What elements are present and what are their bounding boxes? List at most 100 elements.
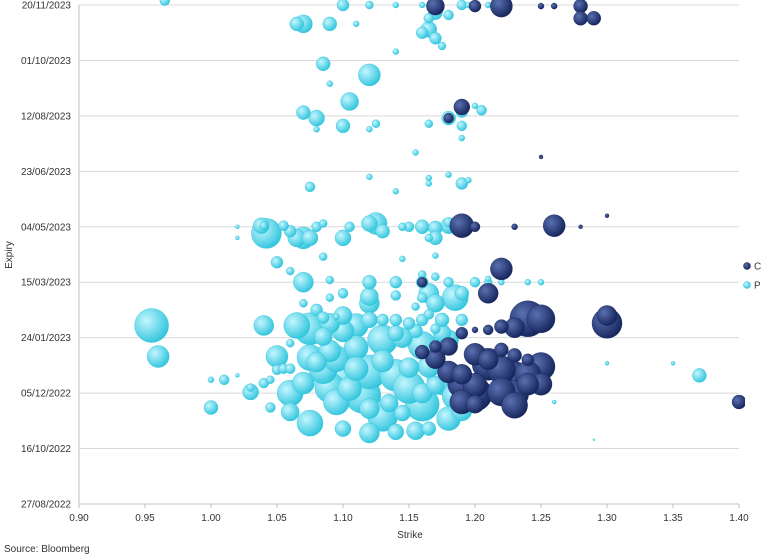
bubble-P bbox=[443, 9, 454, 21]
bubble-P bbox=[283, 312, 310, 339]
legend-label-P: P bbox=[754, 281, 761, 292]
bubble-C bbox=[551, 2, 558, 10]
bubble-P bbox=[299, 299, 308, 308]
bubble-P bbox=[134, 308, 169, 343]
bubble-P bbox=[366, 173, 373, 181]
y-tick-label: 20/11/2023 bbox=[22, 1, 72, 12]
bubble-P bbox=[392, 1, 399, 9]
bubble-C bbox=[453, 98, 470, 116]
bubble-P bbox=[159, 0, 170, 6]
bubble-P bbox=[416, 26, 429, 39]
bubble-C bbox=[469, 221, 481, 233]
bubble-C bbox=[483, 324, 494, 336]
y-axis-title: Expiry bbox=[4, 241, 15, 269]
bubble-P bbox=[392, 188, 399, 195]
bubble-P bbox=[289, 16, 304, 32]
bubble-C bbox=[507, 348, 522, 363]
bubble-P bbox=[415, 219, 430, 235]
bubble-P bbox=[322, 16, 337, 32]
bubble-P bbox=[278, 220, 289, 231]
bubble-P bbox=[301, 229, 319, 247]
bubble-P bbox=[399, 255, 406, 263]
bubble-P bbox=[293, 272, 314, 293]
x-tick-label: 1.20 bbox=[465, 513, 485, 524]
bubble-C bbox=[468, 0, 482, 13]
bubble-C bbox=[537, 2, 545, 10]
bubble-P bbox=[319, 219, 328, 228]
bubble-P bbox=[296, 409, 324, 437]
bubble-C bbox=[494, 342, 509, 358]
bubble-C bbox=[578, 224, 583, 230]
x-axis-title: Strike bbox=[397, 530, 423, 541]
bubble-P bbox=[429, 32, 442, 45]
bubble-P bbox=[203, 400, 219, 415]
y-tick-label: 27/08/2022 bbox=[21, 500, 71, 511]
bubble-C bbox=[429, 340, 442, 353]
bubble-P bbox=[426, 376, 445, 395]
bubble-P bbox=[146, 345, 170, 368]
bubble-P bbox=[344, 356, 369, 381]
bubble-P bbox=[285, 363, 296, 374]
bubble-P bbox=[498, 279, 505, 286]
bubble-P bbox=[417, 292, 428, 303]
y-tick-label: 16/10/2022 bbox=[21, 444, 71, 455]
axes: 27/08/2022 16/10/2022 05/12/2022 24/01/2023… bbox=[21, 1, 749, 525]
bubble-P bbox=[424, 119, 433, 128]
bubble-P bbox=[340, 92, 359, 111]
x-tick-label: 1.40 bbox=[729, 513, 749, 524]
bubble-C bbox=[586, 11, 601, 26]
bubble-P bbox=[402, 317, 416, 330]
bubble-C bbox=[516, 373, 539, 396]
bubble-P bbox=[456, 120, 467, 132]
x-tick-label: 1.35 bbox=[663, 513, 683, 524]
bubble-P bbox=[443, 277, 454, 288]
bubble-C bbox=[501, 392, 528, 419]
bubble-P bbox=[387, 423, 404, 441]
bubble-P bbox=[412, 149, 419, 156]
bubble-P bbox=[325, 275, 334, 285]
x-tick-label: 1.25 bbox=[531, 513, 551, 524]
bubble-P bbox=[445, 171, 452, 178]
bubble-P bbox=[319, 252, 328, 261]
bubble-P bbox=[281, 402, 300, 422]
bubble-P bbox=[235, 235, 240, 241]
bubble-P bbox=[292, 371, 315, 395]
series-P bbox=[134, 0, 707, 444]
bubble-P bbox=[218, 374, 230, 385]
bubble-C bbox=[604, 213, 610, 218]
bubble-C bbox=[426, 0, 445, 16]
bubble-P bbox=[421, 421, 436, 436]
bubble-P bbox=[376, 313, 389, 327]
bubble-P bbox=[437, 41, 447, 51]
bubble-P bbox=[394, 404, 411, 422]
bubble-P bbox=[334, 420, 352, 437]
bubble-C bbox=[439, 337, 458, 356]
bubble-P bbox=[426, 294, 445, 313]
y-tick-label: 04/05/2023 bbox=[21, 222, 71, 233]
y-tick-label: 15/03/2023 bbox=[21, 278, 71, 289]
bubble-P bbox=[333, 313, 340, 320]
legend-label-C: C bbox=[754, 262, 761, 273]
bubble-P bbox=[423, 309, 434, 320]
bubble-C bbox=[490, 257, 513, 281]
bubble-P bbox=[380, 393, 399, 413]
bubble-P bbox=[371, 119, 381, 128]
bubble-C bbox=[478, 349, 499, 370]
bubble-P bbox=[296, 105, 311, 120]
x-tick-label: 1.30 bbox=[597, 513, 617, 524]
bubble-C bbox=[543, 214, 566, 237]
y-tick-label: 24/01/2023 bbox=[21, 333, 71, 344]
bubble-P bbox=[353, 20, 360, 28]
bubble-C bbox=[417, 277, 428, 288]
bubble-C bbox=[731, 394, 745, 410]
bubble-P bbox=[362, 275, 377, 290]
bubble-P bbox=[419, 1, 426, 9]
bubble-P bbox=[308, 109, 325, 127]
bubble-P bbox=[392, 48, 399, 55]
bubble-C bbox=[538, 154, 544, 160]
bubble-P bbox=[306, 351, 327, 373]
bubble-P bbox=[371, 349, 394, 373]
bubble-C bbox=[471, 326, 479, 334]
x-tick-label: 1.10 bbox=[333, 513, 353, 524]
